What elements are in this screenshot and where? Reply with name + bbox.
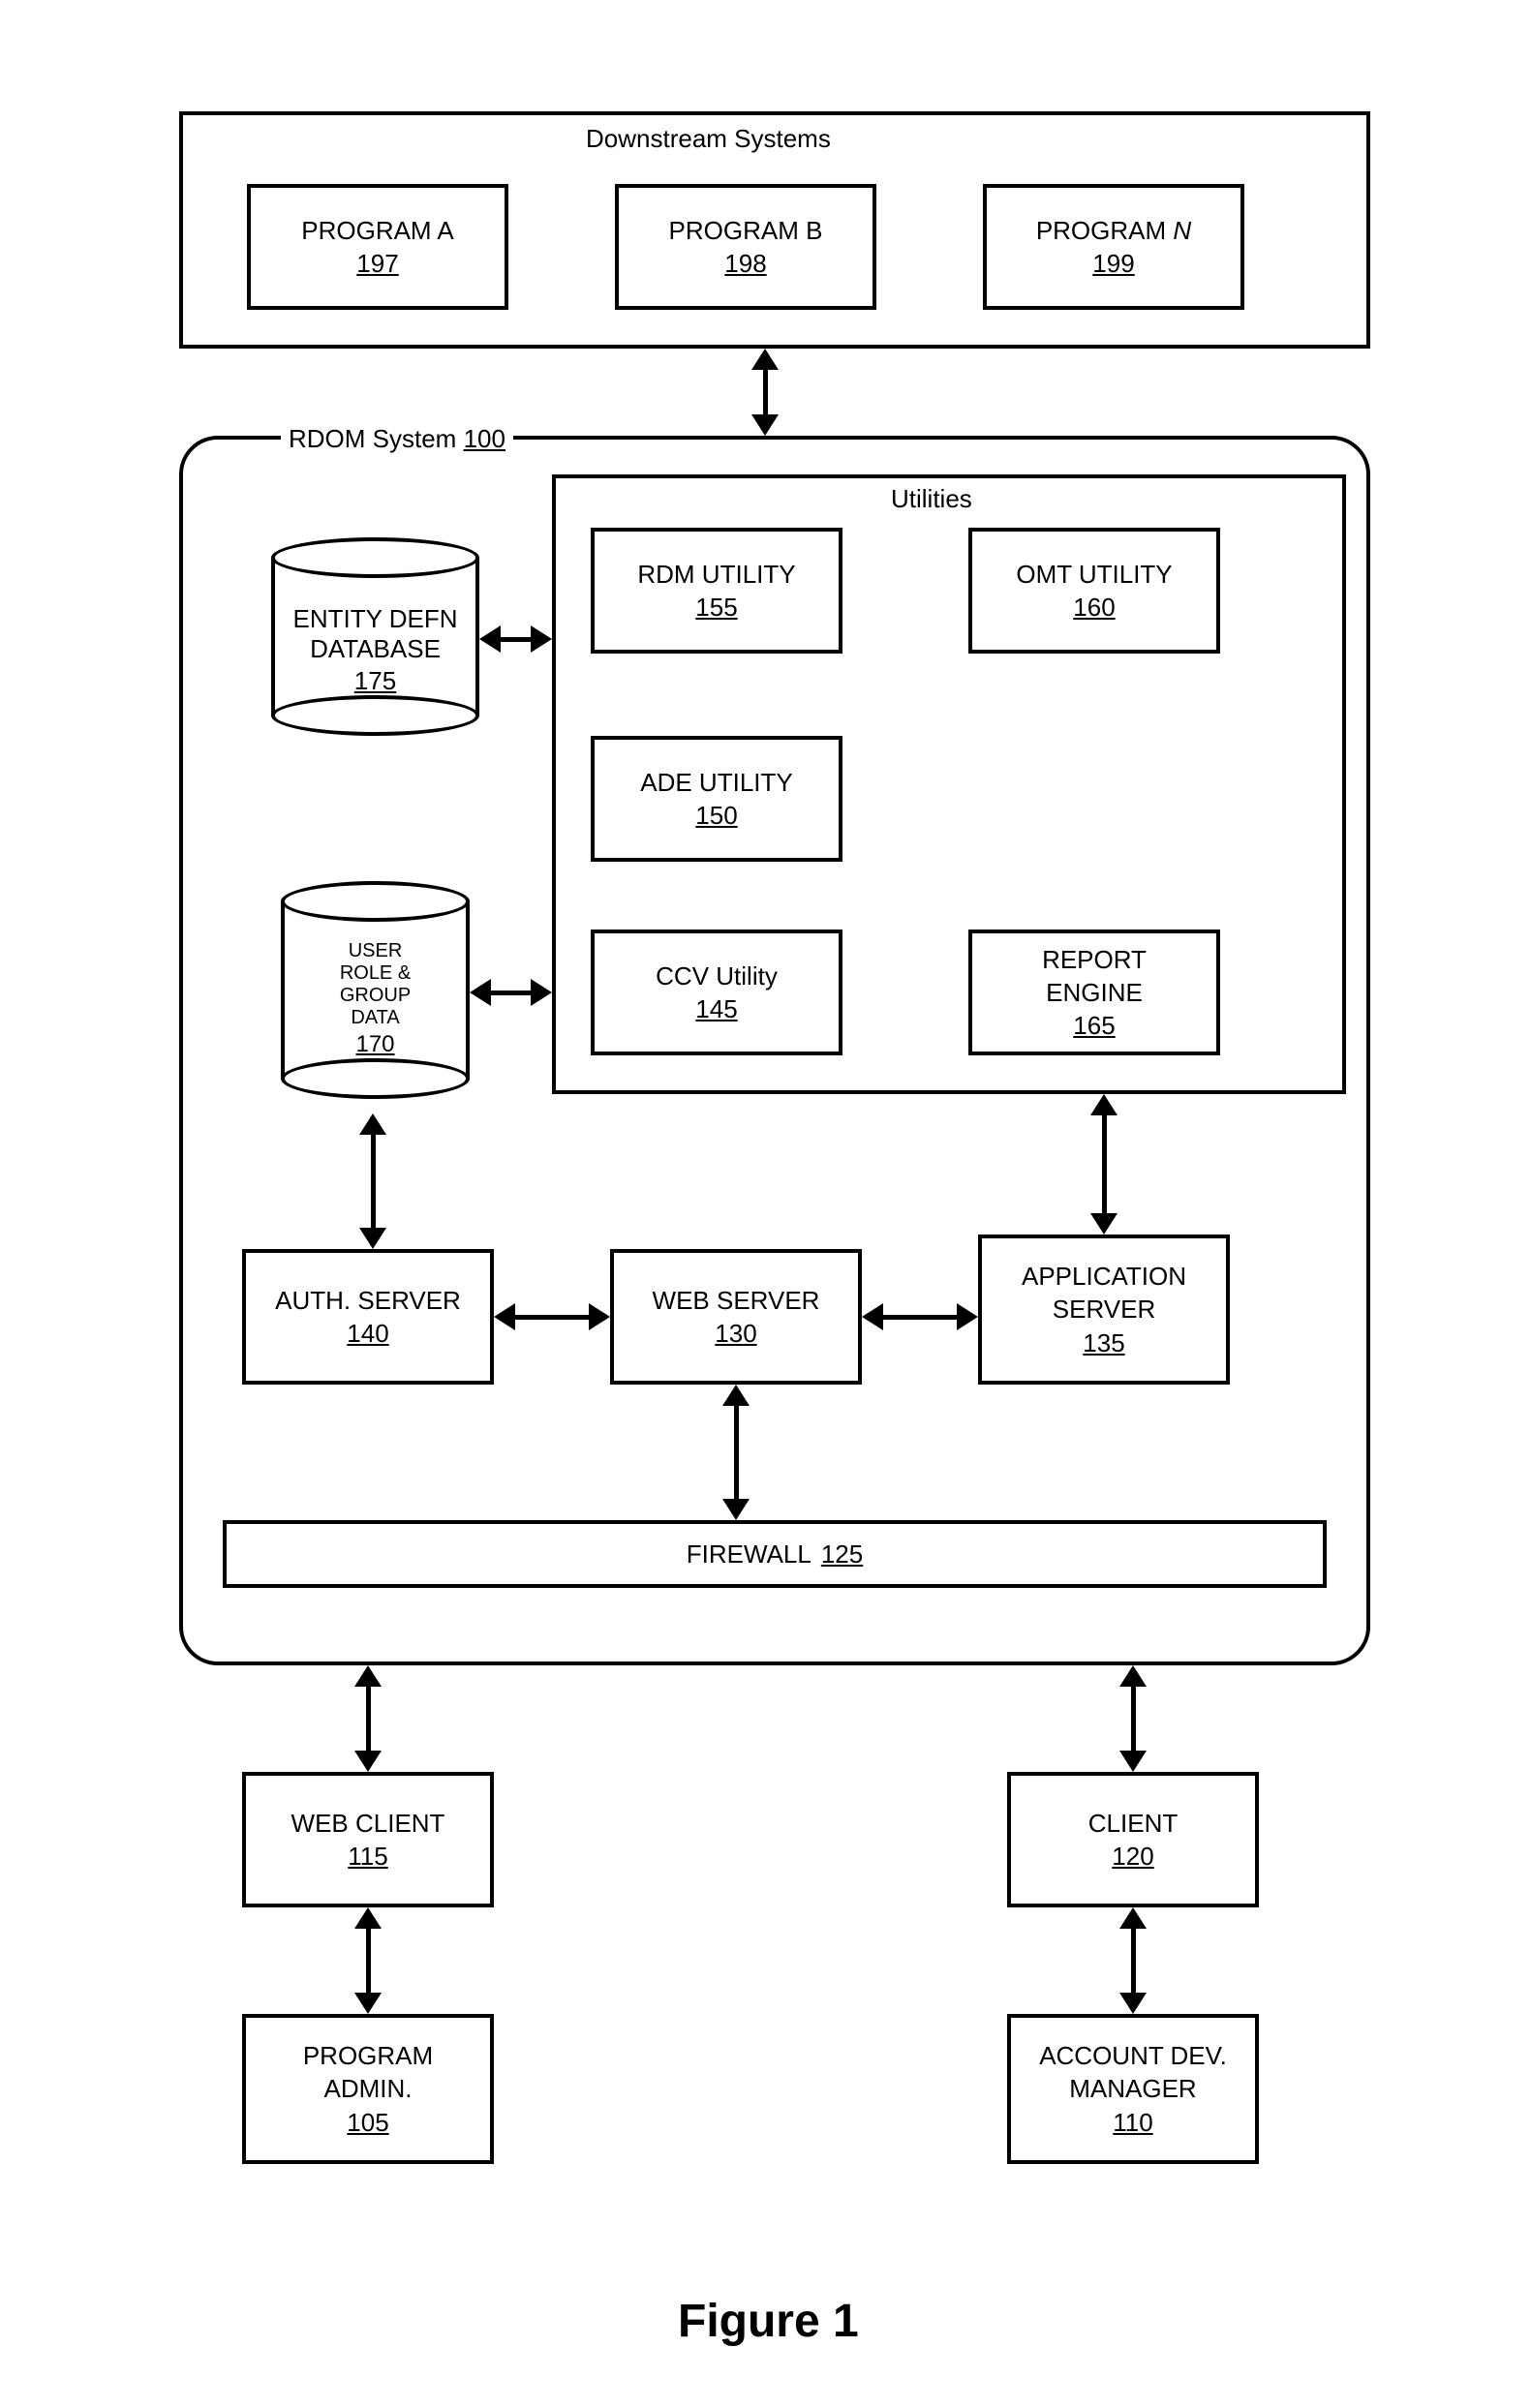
ccv-utility-ref: 145 [695, 994, 737, 1024]
ade-utility-ref: 150 [695, 801, 737, 831]
figure-caption: Figure 1 [678, 2295, 859, 2348]
arrow-part [1090, 1213, 1118, 1234]
app-server-ref: 135 [1083, 1328, 1124, 1358]
auth-server-label: AUTH. SERVER [275, 1285, 461, 1318]
arrow-part [501, 637, 531, 642]
program-admin-node: PROGRAMADMIN. 105 [242, 2014, 494, 2164]
client-label: CLIENT [1088, 1808, 1178, 1841]
entity-db-line1: ENTITY DEFN [293, 604, 458, 634]
arrow-part [1119, 1993, 1147, 2014]
ccv-utility-node: CCV Utility 145 [591, 930, 842, 1055]
arrow-part [751, 349, 779, 370]
web-server-node: WEB SERVER 130 [610, 1249, 862, 1385]
arrow-part [531, 979, 552, 1006]
auth-server-ref: 140 [347, 1319, 388, 1349]
web-server-ref: 130 [715, 1319, 756, 1349]
program-a-node: PROGRAM A 197 [247, 184, 508, 310]
arrow-part [354, 1993, 382, 2014]
report-engine-label: REPORTENGINE [1042, 944, 1147, 1010]
client-node: CLIENT 120 [1007, 1772, 1259, 1907]
arrow-part [470, 979, 491, 1006]
arrow-part [515, 1315, 589, 1320]
arrow-part [862, 1303, 883, 1330]
arrow-part [479, 625, 501, 653]
arrow-part [722, 1385, 750, 1406]
arrow-part [494, 1303, 515, 1330]
arrow-part [366, 1687, 371, 1751]
omt-utility-ref: 160 [1073, 593, 1115, 623]
rdom-title: RDOM System 100 [281, 424, 513, 454]
program-n-ref: 199 [1092, 249, 1134, 279]
program-n-label: PROGRAM N [1036, 215, 1191, 248]
omt-utility-node: OMT UTILITY 160 [968, 528, 1220, 654]
utilities-title: Utilities [891, 484, 972, 514]
auth-server-node: AUTH. SERVER 140 [242, 1249, 494, 1385]
rdm-utility-ref: 155 [695, 593, 737, 623]
arrow-part [359, 1228, 386, 1249]
arrow-part [359, 1113, 386, 1135]
user-db-line4: DATA [351, 1007, 399, 1029]
arrow-part [1119, 1751, 1147, 1772]
acct-mgr-node: ACCOUNT DEV.MANAGER 110 [1007, 2014, 1259, 2164]
program-admin-ref: 105 [347, 2108, 388, 2138]
firewall-ref: 125 [821, 1539, 863, 1570]
downstream-title: Downstream Systems [586, 124, 831, 154]
web-client-label: WEB CLIENT [291, 1808, 445, 1841]
ade-utility-label: ADE UTILITY [640, 767, 792, 800]
ccv-utility-label: CCV Utility [656, 960, 778, 993]
web-client-ref: 115 [348, 1842, 387, 1872]
arrow-part [1102, 1115, 1107, 1213]
program-a-label: PROGRAM A [301, 215, 453, 248]
acct-mgr-label: ACCOUNT DEV.MANAGER [1039, 2040, 1227, 2106]
entity-db-ref: 175 [354, 666, 396, 696]
arrow-part [491, 991, 531, 995]
arrow-part [763, 370, 768, 414]
entity-db-line2: DATABASE [310, 634, 441, 664]
entity-db-cylinder: ENTITY DEFN DATABASE 175 [271, 537, 479, 736]
web-client-node: WEB CLIENT 115 [242, 1772, 494, 1907]
omt-utility-label: OMT UTILITY [1016, 559, 1172, 592]
program-a-ref: 197 [356, 249, 398, 279]
rdm-utility-label: RDM UTILITY [637, 559, 795, 592]
app-server-node: APPLICATIONSERVER 135 [978, 1234, 1230, 1385]
program-n-node: PROGRAM N 199 [983, 184, 1244, 310]
user-db-cylinder: USER ROLE & GROUP DATA 170 [281, 881, 470, 1099]
user-db-line1: USER [349, 940, 403, 962]
program-b-ref: 198 [724, 249, 766, 279]
arrow-part [1131, 1929, 1136, 1993]
arrow-part [354, 1907, 382, 1929]
arrow-part [1131, 1687, 1136, 1751]
user-db-ref: 170 [355, 1031, 394, 1058]
ade-utility-node: ADE UTILITY 150 [591, 736, 842, 862]
arrow-part [371, 1135, 376, 1228]
arrow-part [1090, 1094, 1118, 1115]
app-server-label: APPLICATIONSERVER [1022, 1261, 1186, 1326]
program-b-label: PROGRAM B [669, 215, 823, 248]
web-server-label: WEB SERVER [653, 1285, 820, 1318]
program-b-node: PROGRAM B 198 [615, 184, 876, 310]
arrow-part [722, 1499, 750, 1520]
client-ref: 120 [1112, 1842, 1153, 1872]
arrow-part [354, 1751, 382, 1772]
firewall-label: FIREWALL [687, 1539, 811, 1570]
arrow-part [883, 1315, 957, 1320]
user-db-line2: ROLE & [340, 962, 411, 985]
report-engine-ref: 165 [1073, 1011, 1115, 1041]
user-db-line3: GROUP [340, 985, 411, 1007]
arrow-part [589, 1303, 610, 1330]
rdm-utility-node: RDM UTILITY 155 [591, 528, 842, 654]
arrow-part [734, 1406, 739, 1499]
arrow-part [531, 625, 552, 653]
acct-mgr-ref: 110 [1113, 2108, 1152, 2138]
arrow-part [366, 1929, 371, 1993]
arrow-part [957, 1303, 978, 1330]
program-admin-label: PROGRAMADMIN. [303, 2040, 433, 2106]
arrow-part [1119, 1665, 1147, 1687]
arrow-part [751, 414, 779, 436]
report-engine-node: REPORTENGINE 165 [968, 930, 1220, 1055]
firewall-node: FIREWALL 125 [223, 1520, 1327, 1588]
arrow-part [354, 1665, 382, 1687]
arrow-part [1119, 1907, 1147, 1929]
